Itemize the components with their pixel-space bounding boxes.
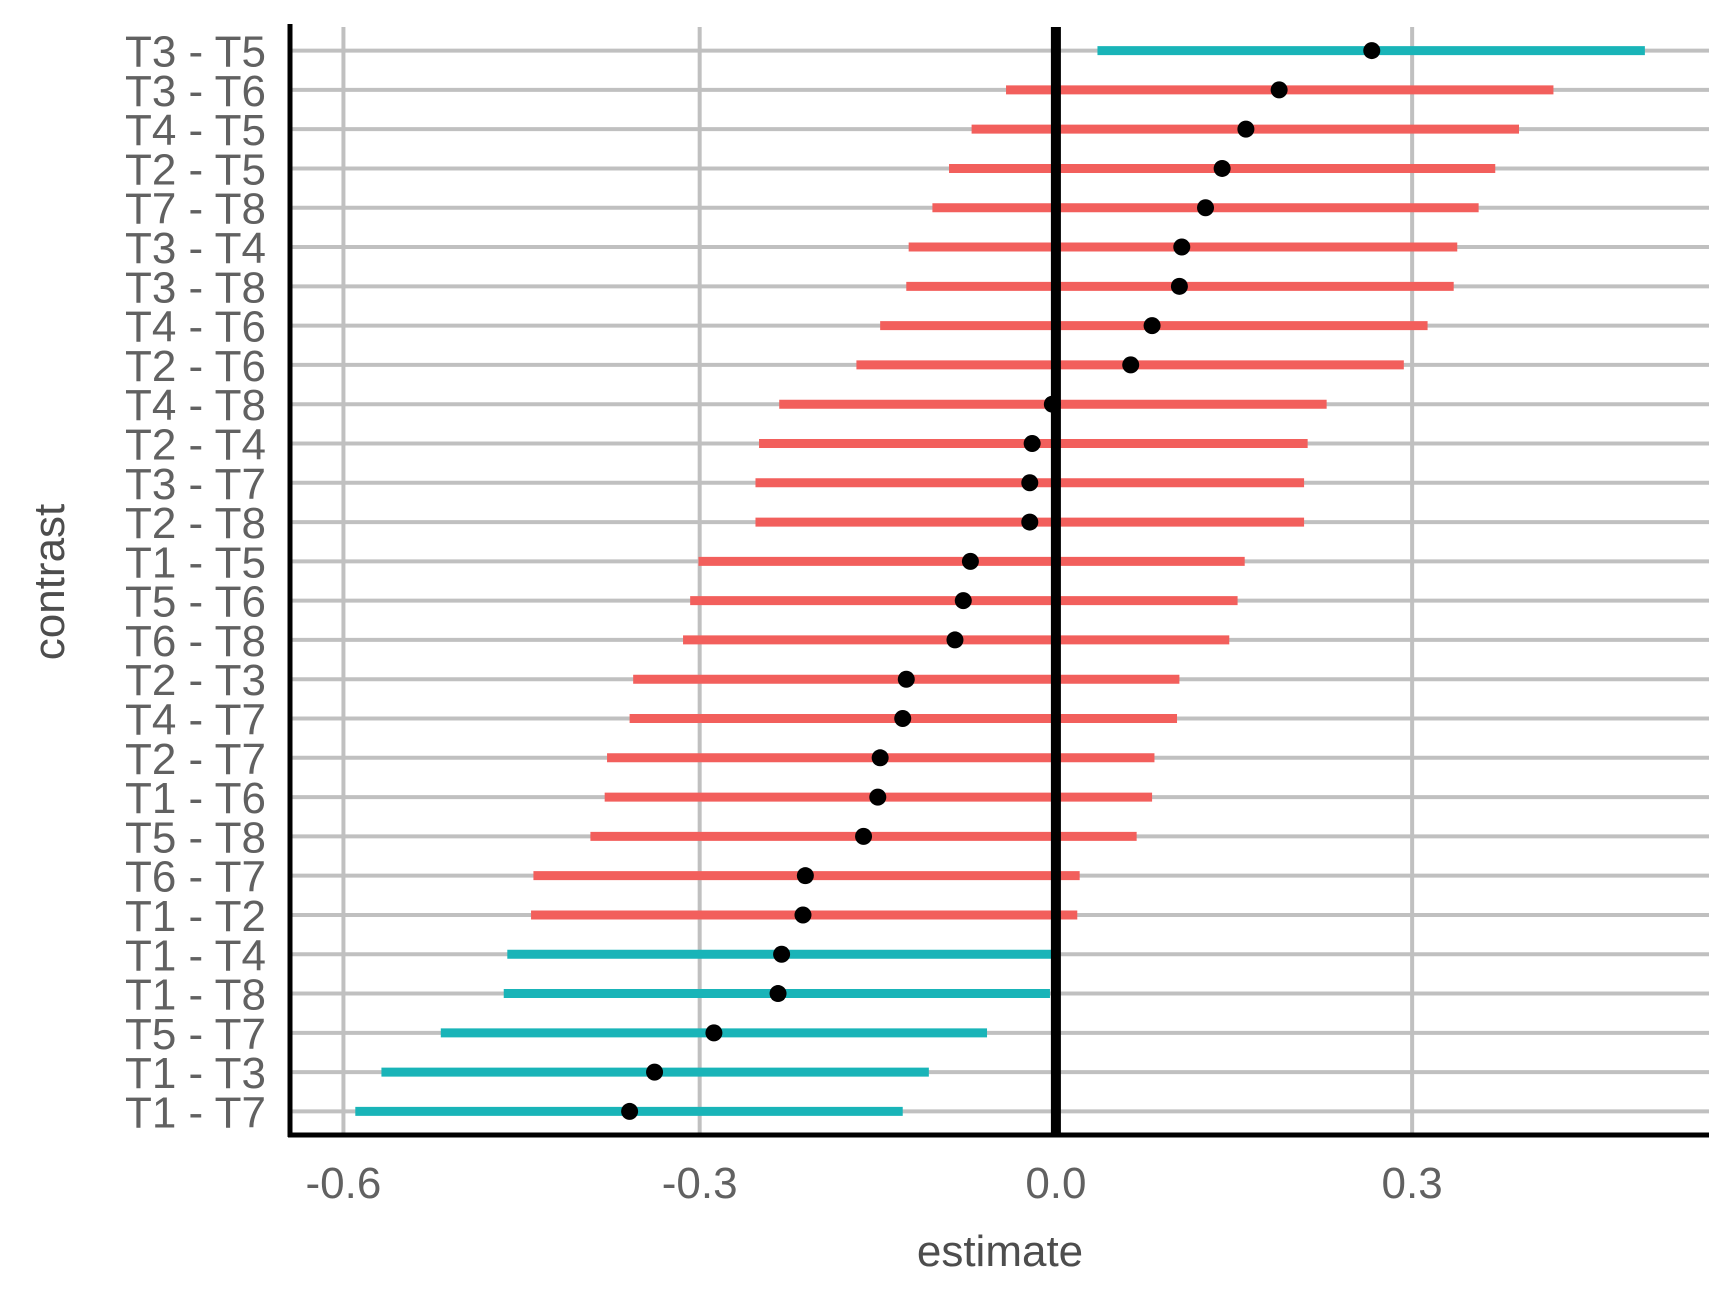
y-tick-label: T3 - T4	[125, 224, 266, 273]
estimate-point	[1173, 238, 1191, 256]
estimate-point	[796, 867, 814, 885]
y-tick-label: T5 - T8	[125, 813, 266, 862]
y-tick-label: T1 - T3	[125, 1049, 266, 1098]
estimate-point	[1021, 513, 1039, 531]
y-tick-label: T4 - T6	[125, 303, 266, 352]
estimate-point	[1197, 199, 1215, 217]
estimate-point	[871, 749, 889, 767]
x-tick-label: 0.0	[1025, 1159, 1086, 1208]
y-tick-label: T6 - T8	[125, 617, 266, 666]
y-tick-label: T3 - T5	[125, 28, 266, 77]
y-tick-label: T1 - T4	[125, 931, 266, 980]
y-tick-label: T3 - T6	[125, 67, 266, 116]
estimate-point	[897, 670, 915, 688]
y-tick-label: T3 - T7	[125, 460, 266, 509]
y-tick-label: T1 - T2	[125, 892, 266, 941]
estimate-point	[946, 631, 964, 649]
estimate-point	[621, 1102, 639, 1120]
estimate-point	[1122, 356, 1140, 374]
estimate-point	[705, 1024, 723, 1042]
estimate-point	[1021, 474, 1039, 492]
y-tick-label: T2 - T6	[125, 342, 266, 391]
y-tick-label: T1 - T8	[125, 971, 266, 1020]
x-axis-title: estimate	[917, 1227, 1083, 1276]
y-tick-label: T3 - T8	[125, 263, 266, 312]
y-axis-title: contrast	[25, 504, 74, 661]
estimate-point	[646, 1063, 664, 1081]
estimate-point	[1237, 120, 1255, 138]
estimate-point	[769, 985, 787, 1003]
y-tick-label: T2 - T5	[125, 145, 266, 194]
estimate-point	[954, 592, 972, 610]
estimate-point	[1023, 434, 1041, 452]
y-tick-label: T2 - T4	[125, 420, 266, 469]
estimate-point	[1363, 42, 1381, 60]
x-tick-labels: -0.6 -0.3 0.0 0.3	[306, 1159, 1443, 1208]
y-tick-label: T5 - T6	[125, 578, 266, 627]
y-tick-label: T4 - T7	[125, 696, 266, 745]
x-tick-label: -0.3	[662, 1159, 738, 1208]
estimate-point	[961, 552, 979, 570]
y-tick-label: T7 - T8	[125, 185, 266, 234]
estimate-point	[1143, 317, 1161, 335]
vertical-gridlines	[341, 27, 1415, 1135]
estimate-point	[1043, 395, 1061, 413]
y-tick-label: T5 - T7	[125, 1010, 266, 1059]
estimate-point	[869, 788, 887, 806]
y-tick-label: T4 - T5	[125, 106, 266, 155]
estimate-point	[794, 906, 812, 924]
estimate-point	[1170, 277, 1188, 295]
y-tick-label: T1 - T6	[125, 774, 266, 823]
y-tick-label: T2 - T7	[125, 735, 266, 784]
y-tick-label: T2 - T3	[125, 656, 266, 705]
estimate-points	[621, 42, 1381, 1120]
estimate-point	[773, 945, 791, 963]
y-tick-label: T2 - T8	[125, 499, 266, 548]
y-tick-label: T6 - T7	[125, 853, 266, 902]
y-tick-label: T1 - T7	[125, 1088, 266, 1137]
estimate-point	[855, 827, 873, 845]
x-tick-label: -0.6	[306, 1159, 382, 1208]
estimate-point	[1270, 81, 1288, 99]
y-tick-label: T1 - T5	[125, 538, 266, 587]
x-tick-label: 0.3	[1382, 1159, 1443, 1208]
estimate-point	[894, 710, 912, 728]
estimate-point	[1213, 159, 1231, 177]
y-tick-label: T4 - T8	[125, 381, 266, 430]
